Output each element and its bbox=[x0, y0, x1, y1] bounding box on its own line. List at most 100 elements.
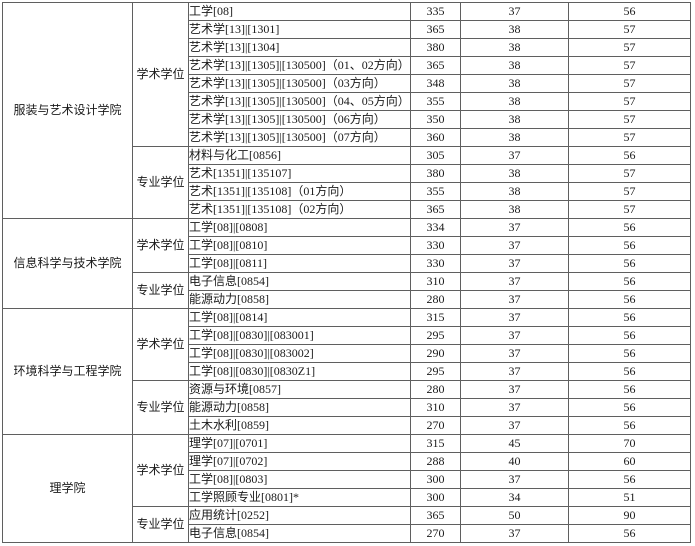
total-score-cell: 365 bbox=[410, 56, 461, 75]
single-subject-score-cell: 37 bbox=[460, 146, 569, 165]
double-subject-score-cell: 56 bbox=[568, 236, 691, 255]
total-score-cell: 315 bbox=[410, 434, 461, 453]
major-cell: 材料与化工[0856] bbox=[188, 146, 411, 165]
single-subject-score-cell: 34 bbox=[460, 488, 569, 507]
total-score-cell: 330 bbox=[410, 236, 461, 255]
total-score-cell: 300 bbox=[410, 488, 461, 507]
total-score-cell: 330 bbox=[410, 254, 461, 273]
major-cell: 艺术学[13]|[1305]|[130500]（07方向） bbox=[188, 128, 411, 147]
double-subject-score-cell: 56 bbox=[568, 362, 691, 381]
double-subject-score-cell: 57 bbox=[568, 200, 691, 219]
degree-type-cell: 学术学位 bbox=[132, 218, 189, 273]
total-score-cell: 365 bbox=[410, 200, 461, 219]
double-subject-score-cell: 60 bbox=[568, 452, 691, 471]
major-cell: 工学[08]|[0811] bbox=[188, 254, 411, 273]
total-score-cell: 350 bbox=[410, 110, 461, 129]
table-row: 服装与艺术设计学院 学术学位 工学[08] 335 37 56 bbox=[2, 2, 691, 219]
double-subject-score-cell: 57 bbox=[568, 164, 691, 183]
major-cell: 资源与环境[0857] bbox=[188, 380, 411, 399]
major-cell: 工学[08]|[0830]|[083001] bbox=[188, 326, 411, 345]
table-row: 专业学位 应用统计[0252] 365 50 90 bbox=[3, 506, 691, 543]
double-subject-score-cell: 57 bbox=[568, 182, 691, 201]
table-row: 艺术[1351]|[135108]（02方向） 365 38 57 bbox=[3, 200, 691, 219]
table-row: 艺术[1351]|[135107] 380 38 57 bbox=[3, 164, 691, 183]
degree-type-cell: 学术学位 bbox=[132, 434, 189, 507]
double-subject-score-cell: 51 bbox=[568, 488, 691, 507]
double-subject-score-cell: 56 bbox=[568, 416, 691, 435]
total-score-cell: 288 bbox=[410, 452, 461, 471]
total-score-cell: 348 bbox=[410, 74, 461, 93]
table-row: 工学照顾专业[0801]* 300 34 51 bbox=[3, 488, 691, 507]
table-row: 工学[08]|[0810] 330 37 56 bbox=[3, 236, 691, 255]
table-row: 工学[08]|[0803] 300 37 56 bbox=[3, 470, 691, 489]
total-score-cell: 295 bbox=[410, 362, 461, 381]
double-subject-score-cell: 57 bbox=[568, 110, 691, 129]
total-score-cell: 355 bbox=[410, 92, 461, 111]
major-cell: 艺术学[13]|[1305]|[130500]（06方向） bbox=[188, 110, 411, 129]
double-subject-score-cell: 57 bbox=[568, 74, 691, 93]
double-subject-score-cell: 56 bbox=[568, 254, 691, 273]
single-subject-score-cell: 37 bbox=[460, 236, 569, 255]
single-subject-score-cell: 38 bbox=[460, 74, 569, 93]
total-score-cell: 380 bbox=[410, 38, 461, 57]
double-subject-score-cell: 56 bbox=[568, 470, 691, 489]
major-cell: 工学[08]|[0830]|[0830Z1] bbox=[188, 362, 411, 381]
single-subject-score-cell: 37 bbox=[460, 380, 569, 399]
major-cell: 艺术学[13]|[1304] bbox=[188, 38, 411, 57]
double-subject-score-cell: 56 bbox=[568, 290, 691, 309]
total-score-cell: 270 bbox=[410, 524, 461, 543]
double-subject-score-cell: 57 bbox=[568, 38, 691, 57]
degree-type-cell: 专业学位 bbox=[132, 146, 189, 219]
double-subject-score-cell: 70 bbox=[568, 434, 691, 453]
single-subject-score-cell: 38 bbox=[460, 110, 569, 129]
total-score-cell: 295 bbox=[410, 326, 461, 345]
single-subject-score-cell: 45 bbox=[460, 434, 569, 453]
major-cell: 艺术学[13]|[1305]|[130500]（01、02方向） bbox=[188, 56, 411, 75]
double-subject-score-cell: 57 bbox=[568, 128, 691, 147]
double-subject-score-cell: 56 bbox=[568, 380, 691, 399]
major-cell: 土木水利[0859] bbox=[188, 416, 411, 435]
table-row: 艺术学[13]|[1305]|[130500]（03方向） 348 38 57 bbox=[3, 74, 691, 93]
major-cell: 工学[08]|[0808] bbox=[188, 218, 411, 237]
single-subject-score-cell: 40 bbox=[460, 452, 569, 471]
major-cell: 理学[07]|[0702] bbox=[188, 452, 411, 471]
double-subject-score-cell: 90 bbox=[568, 506, 691, 525]
single-subject-score-cell: 38 bbox=[460, 38, 569, 57]
major-cell: 工学[08]|[0803] bbox=[188, 470, 411, 489]
total-score-cell: 334 bbox=[410, 218, 461, 237]
major-cell: 艺术学[13]|[1305]|[130500]（03方向） bbox=[188, 74, 411, 93]
degree-type-cell: 专业学位 bbox=[132, 272, 189, 309]
college-cell: 环境科学与工程学院 bbox=[2, 308, 133, 435]
double-subject-score-cell: 57 bbox=[568, 20, 691, 39]
table-row: 专业学位 材料与化工[0856] 305 37 56 bbox=[3, 146, 691, 219]
total-score-cell: 280 bbox=[410, 290, 461, 309]
degree-type-cell: 专业学位 bbox=[132, 380, 189, 435]
table-row: 能源动力[0858] 280 37 56 bbox=[3, 290, 691, 309]
double-subject-score-cell: 56 bbox=[568, 524, 691, 543]
single-subject-score-cell: 38 bbox=[460, 182, 569, 201]
single-subject-score-cell: 37 bbox=[460, 470, 569, 489]
major-cell: 能源动力[0858] bbox=[188, 398, 411, 417]
double-subject-score-cell: 57 bbox=[568, 56, 691, 75]
major-cell: 电子信息[0854] bbox=[188, 272, 411, 291]
major-cell: 电子信息[0854] bbox=[188, 524, 411, 543]
table-row: 艺术学[13]|[1305]|[130500]（07方向） 360 38 57 bbox=[3, 128, 691, 147]
total-score-cell: 360 bbox=[410, 128, 461, 147]
total-score-cell: 365 bbox=[410, 20, 461, 39]
double-subject-score-cell: 56 bbox=[568, 2, 691, 21]
table-row: 电子信息[0854] 270 37 56 bbox=[3, 524, 691, 543]
single-subject-score-cell: 37 bbox=[460, 272, 569, 291]
single-subject-score-cell: 38 bbox=[460, 92, 569, 111]
single-subject-score-cell: 50 bbox=[460, 506, 569, 525]
table-row: 土木水利[0859] 270 37 56 bbox=[3, 416, 691, 435]
major-cell: 艺术[1351]|[135108]（02方向） bbox=[188, 200, 411, 219]
single-subject-score-cell: 38 bbox=[460, 128, 569, 147]
major-cell: 能源动力[0858] bbox=[188, 290, 411, 309]
major-cell: 理学[07]|[0701] bbox=[188, 434, 411, 453]
double-subject-score-cell: 56 bbox=[568, 272, 691, 291]
major-cell: 艺术学[13]|[1305]|[130500]（04、05方向） bbox=[188, 92, 411, 111]
major-cell: 艺术[1351]|[135108]（01方向） bbox=[188, 182, 411, 201]
single-subject-score-cell: 38 bbox=[460, 56, 569, 75]
